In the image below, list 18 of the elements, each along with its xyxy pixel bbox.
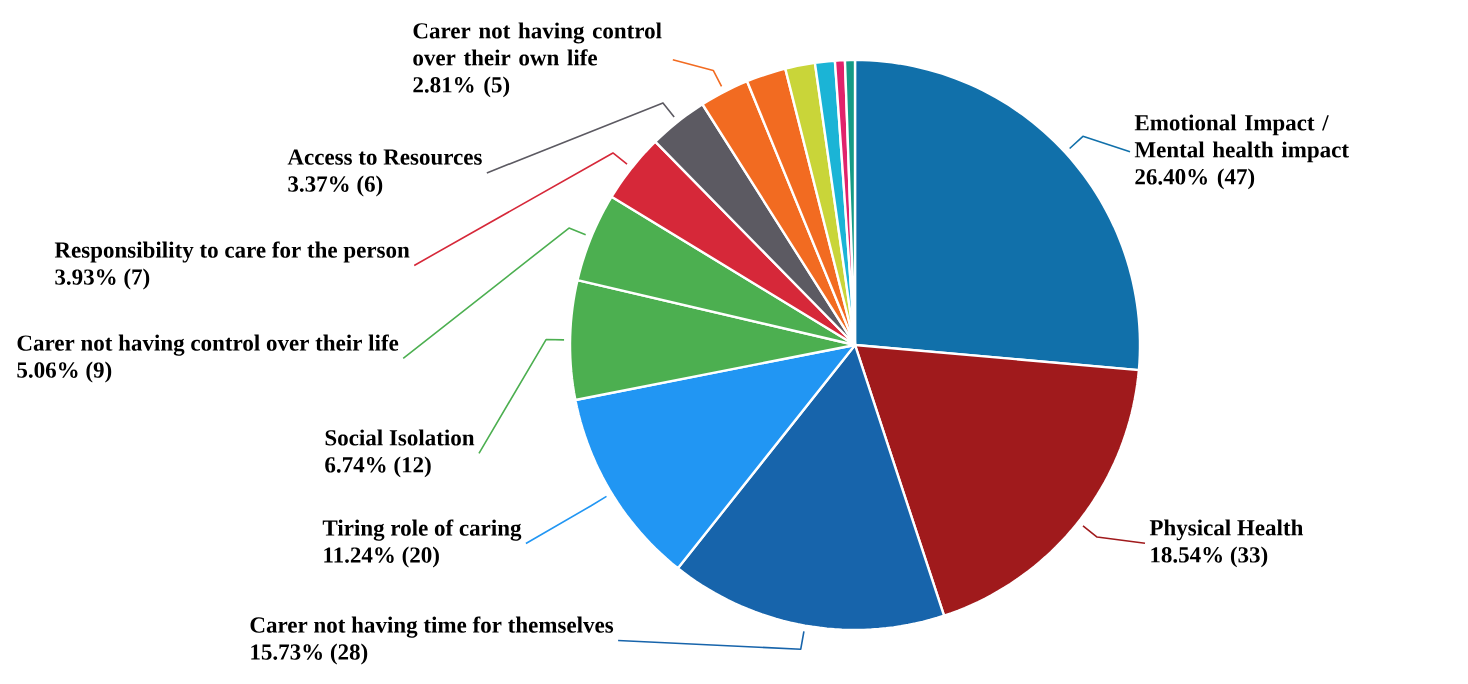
data-label: 3.93% (7) (55, 268, 150, 290)
slice-label: Carer not having time for themselves (250, 616, 614, 638)
slice-label: Carer not having control over their own life (413, 22, 662, 66)
data-label: 6.74% (12) (325, 456, 431, 478)
data-label: 26.40% (47) (1135, 168, 1255, 190)
data-label: 3.37% (6) (288, 175, 383, 197)
data-label: 15.73% (28) (251, 643, 368, 665)
slice-label: Carer not having control over their life (17, 334, 399, 356)
slice-label: Responsibility to care for the person (54, 241, 410, 263)
data-label: 2.81% (5) (413, 76, 510, 98)
data-label: 11.24% (20) (324, 546, 439, 568)
data-label: 5.06% (9) (17, 361, 112, 383)
slice-label: Tiring role of caring (322, 519, 522, 541)
data-label: 18.54% (33) (1151, 546, 1268, 568)
slice-label: Physical Health (1149, 519, 1304, 541)
slice-label: Emotional Impact / Mental health impact (1134, 114, 1349, 163)
slice-label: Social Isolation (325, 429, 475, 446)
slice-label: Access to Resources (287, 149, 482, 165)
